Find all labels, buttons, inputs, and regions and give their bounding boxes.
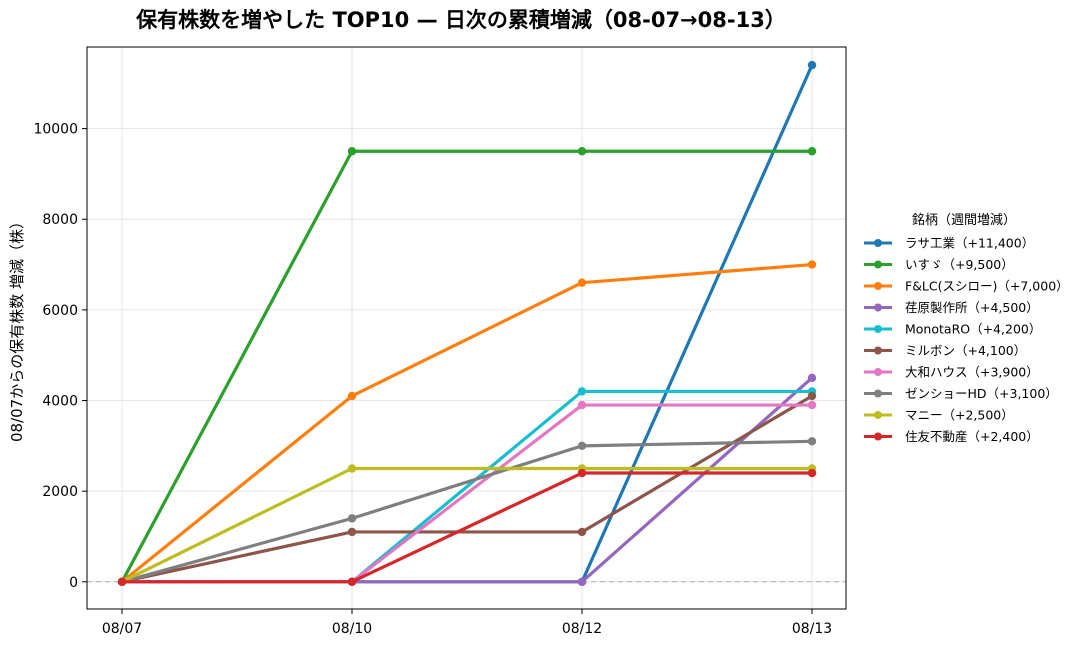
legend-item: 荏原製作所（+4,500） (864, 300, 1039, 315)
series (117, 437, 817, 587)
data-point (807, 437, 817, 446)
legend-label: F&LC(スシロー)（+7,000） (905, 279, 1069, 294)
plot-frame (86, 46, 847, 610)
y-axis: 0 2000 4000 6000 8000 10000 (33, 122, 87, 591)
data-point (347, 147, 357, 156)
legend-title: 銘柄（週間増減） (912, 212, 1016, 228)
legend-swatch-marker (874, 303, 882, 312)
x-tick-label: 08/10 (332, 621, 372, 637)
data-point (807, 391, 817, 401)
legend-swatch-marker (874, 325, 882, 333)
data-point (577, 387, 587, 396)
legend-label: 住友不動産（+2,400） (905, 429, 1039, 444)
legend-swatch-marker (874, 432, 882, 441)
grid (87, 47, 846, 609)
legend-item: 大和ハウス（+3,900） (864, 365, 1039, 380)
y-tick-label: 4000 (42, 394, 78, 410)
data-point (347, 514, 357, 523)
data-point (807, 400, 817, 410)
data-point (577, 527, 587, 537)
data-point (807, 373, 817, 383)
data-point (347, 464, 357, 473)
x-axis: 08/07 08/10 08/12 08/13 (102, 609, 832, 637)
x-tick-label: 08/13 (792, 621, 832, 637)
series-line (121, 466, 812, 584)
y-tick-label: 8000 (42, 212, 78, 228)
data-point (347, 577, 357, 587)
series-line (121, 394, 813, 584)
legend-item: ゼンショーHD（+3,100） (864, 386, 1058, 401)
legend-label: ラサ工業（+11,400） (905, 236, 1034, 251)
legend-item: MonotaRO（+4,200） (864, 322, 1041, 337)
data-point (577, 147, 587, 156)
data-point (347, 391, 357, 401)
series-line (122, 376, 814, 584)
data-point (807, 60, 817, 70)
legend: 銘柄（週間増減） ラサ工業（+11,400） いすゞ（+9,500） F&LC(スシ… (864, 212, 1069, 444)
data-point (577, 577, 587, 587)
series-line (122, 403, 812, 584)
series-line (120, 149, 812, 583)
series (117, 387, 817, 587)
series (117, 60, 817, 587)
legend-item: ミルボン（+4,100） (864, 343, 1026, 358)
y-tick-label: 2000 (42, 484, 78, 500)
legend-label: MonotaRO（+4,200） (905, 322, 1041, 337)
legend-swatch-marker (874, 346, 882, 355)
legend-label: ゼンショーHD（+3,100） (905, 386, 1058, 401)
data-point (577, 400, 587, 410)
series-line (120, 262, 813, 584)
y-tick-label: 0 (69, 575, 78, 591)
legend-swatch-marker (874, 389, 882, 398)
x-tick-label: 08/12 (562, 621, 602, 637)
legend-label: いすゞ（+9,500） (905, 257, 1014, 272)
y-axis-label: 08/07からの保有株数 増減（株） (8, 214, 26, 442)
data-point (577, 278, 587, 287)
data-point (807, 147, 817, 156)
series (117, 147, 817, 587)
legend-label: 大和ハウス（+3,900） (905, 365, 1039, 380)
legend-swatch-marker (874, 239, 882, 247)
data-point (807, 260, 817, 269)
data-point (807, 468, 817, 478)
legend-item: 住友不動産（+2,400） (864, 429, 1039, 444)
y-tick-label: 6000 (42, 303, 78, 319)
series-line (121, 439, 813, 584)
series-line (122, 64, 814, 584)
legend-item: ラサ工業（+11,400） (864, 236, 1034, 251)
series (117, 391, 817, 587)
series (117, 400, 817, 587)
series-line (122, 471, 812, 584)
data-point (577, 468, 587, 478)
legend-swatch-marker (874, 282, 882, 290)
legend-swatch-marker (874, 411, 882, 419)
chart-title: 保有株数を増やした TOP10 — 日次の累積増減（08-07→08-13） (135, 8, 786, 32)
legend-label: 荏原製作所（+4,500） (905, 300, 1039, 315)
legend-item: いすゞ（+9,500） (864, 257, 1014, 272)
y-tick-label: 10000 (33, 122, 78, 138)
x-tick-label: 08/07 (102, 621, 142, 637)
legend-item: F&LC(スシロー)（+7,000） (864, 279, 1069, 294)
data-point (347, 527, 357, 537)
legend-swatch-marker (874, 368, 882, 376)
data-point (117, 577, 127, 587)
data-point (577, 441, 587, 451)
legend-label: ミルボン（+4,100） (905, 343, 1026, 358)
legend-item: マニー（+2,500） (864, 408, 1014, 423)
legend-swatch-marker (874, 260, 882, 269)
series-group (117, 60, 817, 587)
legend-label: マニー（+2,500） (905, 408, 1014, 423)
series (117, 260, 817, 587)
series (117, 468, 817, 587)
